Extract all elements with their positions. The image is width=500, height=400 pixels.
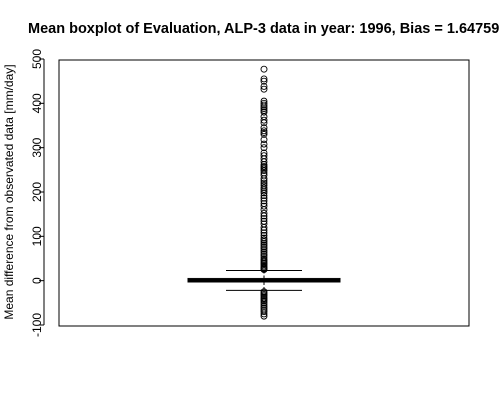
- outlier-point: [260, 144, 268, 152]
- outlier-point: [260, 243, 268, 251]
- outlier-point: [260, 140, 268, 148]
- outlier-point: [260, 215, 268, 223]
- y-tick-label: 200: [30, 182, 44, 202]
- y-tick-label: -100: [30, 313, 44, 337]
- outlier-point: [260, 77, 268, 85]
- outlier-point: [260, 75, 268, 83]
- outlier-point: [260, 83, 268, 90]
- outlier-point: [260, 177, 268, 185]
- outlier-point: [260, 192, 268, 199]
- y-axis-label: Mean difference from observated data [mm…: [2, 64, 16, 319]
- outlier-point: [260, 187, 268, 195]
- outlier-point: [260, 308, 268, 316]
- outlier-point: [260, 236, 268, 244]
- outlier-point: [260, 238, 268, 246]
- y-tick-label: 300: [30, 137, 44, 157]
- y-tick-label: 0: [30, 277, 44, 284]
- outlier-point: [260, 130, 268, 138]
- y-tick-label: 400: [30, 93, 44, 113]
- outlier-point: [260, 127, 268, 135]
- outlier-point: [260, 103, 268, 111]
- outlier-point: [260, 209, 268, 217]
- outlier-point: [260, 229, 268, 237]
- outlier-point: [260, 175, 268, 183]
- outlier-point: [260, 194, 268, 202]
- outlier-points: [260, 65, 268, 320]
- outlier-point: [260, 226, 268, 234]
- outlier-point: [260, 108, 268, 116]
- y-axis: -100 0 100 200 300 400 500: [30, 49, 45, 337]
- outlier-point: [260, 99, 268, 107]
- outlier-point: [260, 124, 268, 132]
- outlier-point: [260, 129, 268, 137]
- outlier-point: [260, 239, 268, 247]
- outlier-point: [260, 197, 268, 205]
- outlier-point: [260, 312, 268, 320]
- outlier-point: [260, 85, 268, 93]
- outlier-point: [260, 248, 268, 256]
- outlier-point: [260, 224, 268, 231]
- outlier-point: [260, 241, 268, 249]
- outlier-point: [260, 101, 268, 109]
- outlier-point: [260, 245, 268, 253]
- outlier-point: [260, 250, 268, 258]
- outlier-point: [260, 301, 268, 309]
- outlier-point: [260, 302, 268, 310]
- box-plot: [187, 269, 341, 291]
- outlier-point: [260, 65, 268, 73]
- chart-title: Mean boxplot of Evaluation, ALP-3 data i…: [28, 21, 500, 37]
- outlier-point: [260, 299, 268, 307]
- outlier-point: [260, 167, 268, 175]
- outlier-point: [260, 297, 268, 305]
- outlier-point: [260, 234, 268, 242]
- outlier-point: [260, 310, 268, 318]
- outlier-point: [260, 119, 268, 127]
- outlier-point: [260, 202, 268, 210]
- plot-frame: [58, 59, 470, 327]
- outlier-point: [260, 189, 268, 197]
- outlier-point: [260, 116, 268, 124]
- y-tick-label: 500: [30, 49, 44, 69]
- y-tick-label: 100: [30, 226, 44, 246]
- outlier-point: [260, 105, 268, 113]
- outlier-point: [260, 136, 268, 144]
- outlier-point: [260, 212, 268, 220]
- outlier-point: [260, 184, 268, 192]
- outlier-point: [260, 247, 268, 254]
